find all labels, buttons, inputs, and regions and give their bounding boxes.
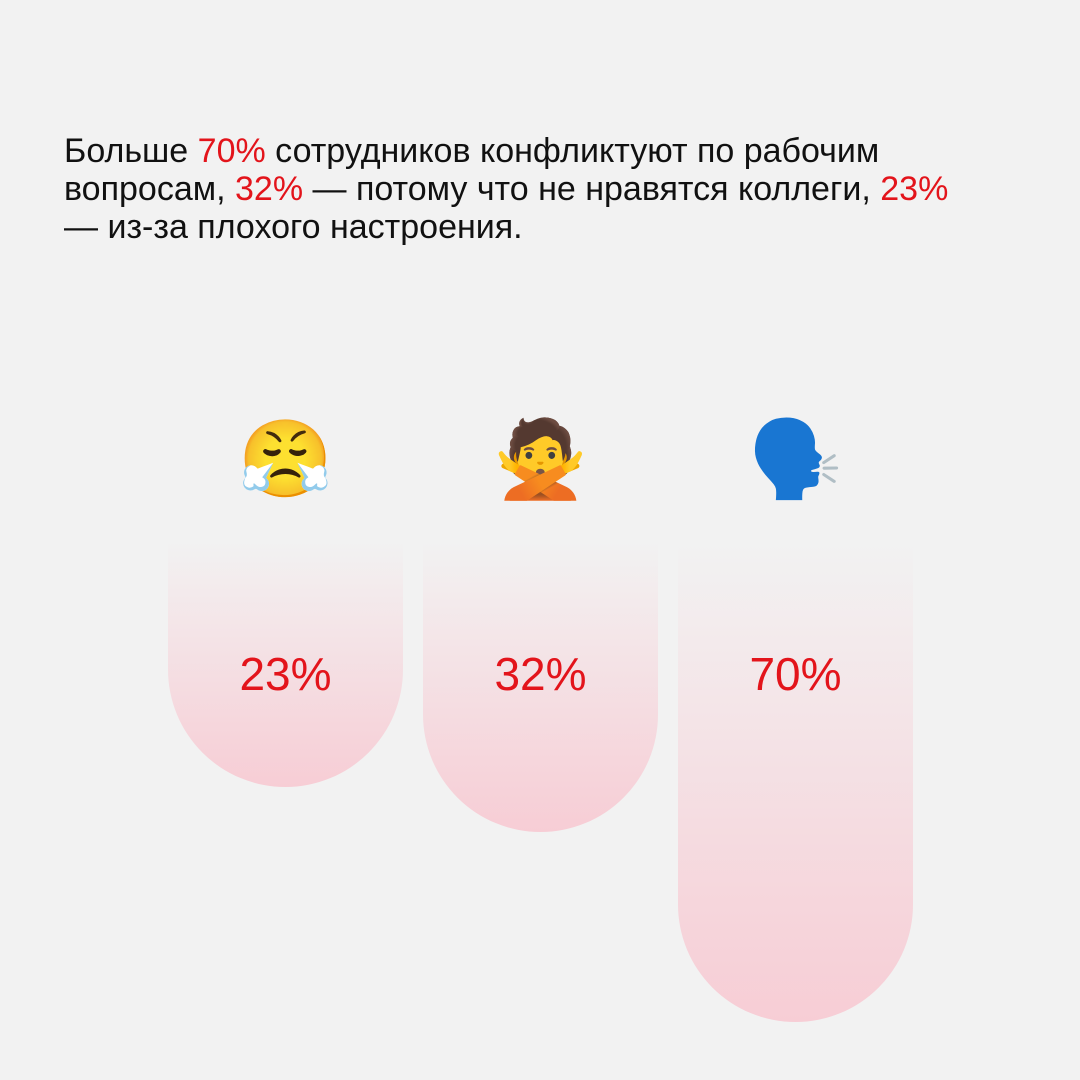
value-label: 23%	[239, 648, 331, 700]
title-segment: 23%	[880, 170, 949, 208]
chart-title: Больше 70% сотрудников конфликтуют по ра…	[64, 132, 964, 246]
title-segment: Больше	[64, 132, 198, 170]
title-segment: сотрудников конфликтуют по рабочим вопро…	[64, 132, 880, 208]
title-segment: 32%	[235, 170, 304, 208]
bar	[168, 540, 403, 787]
title-segment: — потому что не нравятся коллеги,	[303, 170, 881, 208]
title-segment: 70%	[197, 132, 266, 170]
category-icon: 😤	[238, 417, 333, 502]
bar	[423, 540, 658, 832]
category-icon: 🙅	[493, 413, 588, 502]
value-label: 70%	[749, 648, 841, 700]
title-segment: — из-за плохого настроения.	[64, 208, 523, 246]
category-icon: 🗣️	[748, 416, 843, 502]
bar	[678, 540, 913, 1022]
value-label: 32%	[494, 648, 586, 700]
